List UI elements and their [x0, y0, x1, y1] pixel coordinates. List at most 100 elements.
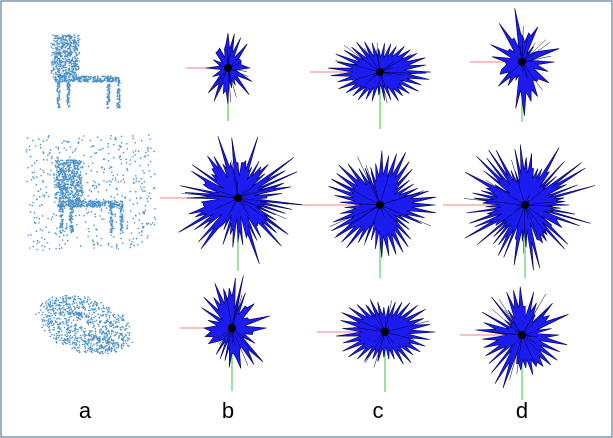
point	[108, 95, 110, 97]
center	[381, 328, 389, 336]
point	[103, 76, 105, 78]
point	[118, 91, 120, 93]
point	[96, 202, 98, 204]
point	[109, 345, 111, 347]
point	[63, 323, 65, 325]
point	[38, 190, 40, 192]
point	[68, 188, 70, 190]
point	[69, 55, 71, 57]
point	[64, 163, 66, 165]
point	[142, 223, 144, 225]
point	[119, 219, 121, 221]
point	[49, 336, 51, 338]
point	[121, 204, 123, 206]
point	[82, 340, 84, 342]
point	[80, 187, 82, 189]
point	[61, 338, 63, 340]
point	[57, 147, 59, 149]
point	[63, 70, 65, 72]
point	[68, 86, 70, 88]
point	[80, 337, 82, 339]
point	[80, 313, 82, 315]
point	[118, 149, 120, 151]
point	[57, 90, 59, 92]
point	[74, 313, 76, 315]
point	[133, 178, 135, 180]
point	[77, 63, 79, 65]
point	[62, 174, 64, 176]
point	[150, 176, 152, 178]
point	[34, 171, 36, 173]
point	[68, 192, 70, 194]
point	[44, 246, 46, 248]
point	[77, 69, 79, 71]
point	[70, 314, 72, 316]
point	[118, 85, 120, 87]
point	[109, 100, 111, 102]
point	[96, 339, 98, 341]
point	[116, 188, 118, 190]
point	[107, 335, 109, 337]
point	[62, 301, 64, 303]
point	[59, 304, 61, 306]
point	[64, 195, 66, 197]
point	[45, 308, 47, 310]
point	[76, 74, 78, 76]
point	[66, 69, 68, 71]
point	[113, 315, 115, 317]
point	[88, 76, 90, 78]
point	[116, 245, 118, 247]
point	[107, 353, 109, 355]
point	[58, 43, 60, 45]
point	[115, 179, 117, 181]
point	[108, 212, 110, 214]
point	[77, 163, 79, 165]
point	[97, 242, 99, 244]
point	[58, 161, 60, 163]
point	[58, 332, 60, 334]
point	[118, 344, 120, 346]
point	[85, 352, 87, 354]
point	[58, 317, 60, 319]
point	[71, 232, 73, 234]
point	[84, 298, 86, 300]
point	[42, 320, 44, 322]
point	[102, 346, 104, 348]
point	[69, 48, 71, 50]
point	[55, 179, 57, 181]
point	[112, 214, 114, 216]
point	[130, 159, 132, 161]
point	[48, 330, 50, 332]
point	[85, 348, 87, 350]
point	[109, 180, 111, 182]
point	[81, 307, 83, 309]
point	[85, 205, 87, 207]
point	[59, 201, 61, 203]
point	[76, 302, 78, 304]
point	[96, 336, 98, 338]
point	[99, 320, 101, 322]
point	[94, 182, 96, 184]
point	[67, 340, 69, 342]
point	[67, 306, 69, 308]
point	[134, 222, 136, 224]
point	[50, 321, 52, 323]
point	[92, 81, 94, 83]
point	[79, 177, 81, 179]
point	[113, 207, 115, 209]
point	[115, 78, 117, 80]
point	[95, 330, 97, 332]
point	[58, 337, 60, 339]
point	[91, 350, 93, 352]
point	[93, 335, 95, 337]
point	[93, 244, 95, 246]
point	[26, 151, 28, 153]
point	[67, 303, 69, 305]
point	[58, 312, 60, 314]
point	[69, 330, 71, 332]
point	[121, 318, 123, 320]
point	[128, 326, 130, 328]
point	[61, 308, 63, 310]
point	[116, 321, 118, 323]
point	[57, 68, 59, 70]
